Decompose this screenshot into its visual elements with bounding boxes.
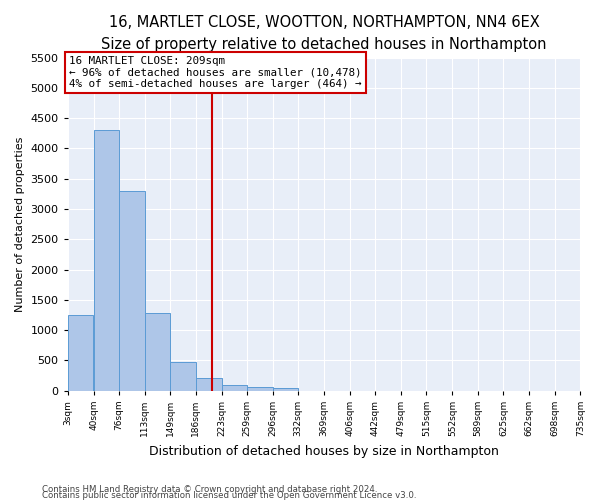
Text: 16 MARTLET CLOSE: 209sqm
← 96% of detached houses are smaller (10,478)
4% of sem: 16 MARTLET CLOSE: 209sqm ← 96% of detach… (69, 56, 362, 89)
Bar (247, 387, 273, 391)
Bar (68, 315, 94, 391)
Bar (196, 378, 221, 391)
Text: Contains HM Land Registry data © Crown copyright and database right 2024.: Contains HM Land Registry data © Crown c… (42, 484, 377, 494)
Bar (273, 388, 298, 391)
Bar (145, 313, 170, 391)
Y-axis label: Number of detached properties: Number of detached properties (15, 136, 25, 312)
Bar (170, 362, 196, 391)
Text: Contains public sector information licensed under the Open Government Licence v3: Contains public sector information licen… (42, 490, 416, 500)
Title: 16, MARTLET CLOSE, WOOTTON, NORTHAMPTON, NN4 6EX
Size of property relative to de: 16, MARTLET CLOSE, WOOTTON, NORTHAMPTON,… (101, 15, 547, 52)
Bar (222, 386, 247, 391)
Bar (119, 191, 145, 391)
Bar (94, 130, 119, 391)
X-axis label: Distribution of detached houses by size in Northampton: Distribution of detached houses by size … (149, 444, 499, 458)
